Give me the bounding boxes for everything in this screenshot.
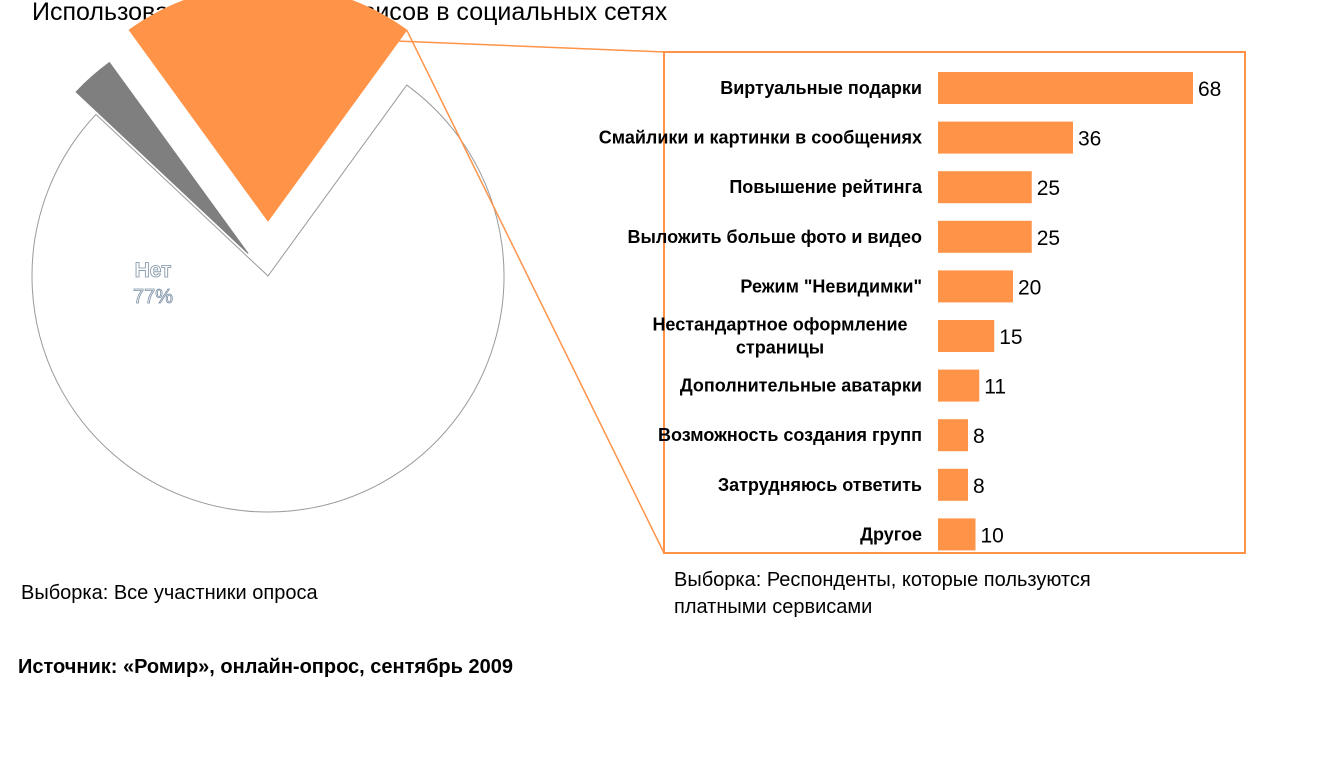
bar-category-label: Другое	[860, 524, 922, 544]
bar-value-label: 10	[981, 524, 1004, 547]
bar-category-label: страницы	[736, 338, 824, 358]
pie-slice	[128, 0, 408, 222]
bar-value-label: 15	[999, 326, 1022, 349]
bar	[938, 369, 980, 402]
bar-value-label: 20	[1018, 276, 1041, 299]
bar	[938, 320, 995, 352]
bar-chart: 68 Виртуальные подарки 36 Смайлики и картин…	[599, 72, 1221, 551]
bar-category-label: Дополнительные аватарки	[680, 376, 922, 396]
bar	[938, 72, 1193, 104]
bar-category-label: Нестандартное оформление	[652, 315, 907, 335]
pie-slice-value: 20%	[459, 303, 499, 325]
pie-slice-label: Нет	[135, 259, 172, 282]
pie-slice-value: 77%	[133, 286, 173, 308]
bar	[938, 270, 1013, 303]
callout-connector	[129, 29, 1246, 554]
bar-category-label: Повышение рейтинга	[729, 177, 923, 197]
bar-value-label: 8	[973, 475, 985, 498]
bar-value-label: 36	[1078, 128, 1101, 151]
pie-slice-value: 3%	[438, 142, 467, 164]
bar-category-label: Выложить больше фото и видео	[628, 227, 922, 247]
bar-category-label: Режим "Невидимки"	[740, 276, 922, 296]
sample-note-users-line2: платными сервисами	[674, 596, 873, 618]
sample-note-all: Выборка: Все участники опроса	[21, 582, 318, 604]
bar-category-label: Виртуальные подарки	[720, 78, 922, 98]
sample-note-users-line1: Выборка: Респонденты, которые пользуются	[674, 569, 1091, 591]
bar-category-label: Смайлики и картинки в сообщениях	[599, 128, 922, 148]
pie-slice	[75, 61, 249, 254]
bar-panel-frame	[663, 51, 1246, 554]
bar-category-label: Возможность создания групп	[658, 425, 922, 445]
bar-value-label: 25	[1037, 227, 1060, 250]
bar	[938, 220, 1032, 253]
sample-note-users: Выборка: Респонденты, которые пользуются…	[674, 567, 1091, 621]
bar-value-label: 25	[1037, 177, 1060, 200]
pie-slice	[31, 84, 505, 513]
bar	[938, 468, 968, 501]
bar-category-label: Затрудняюсь ответить	[718, 475, 922, 495]
bar	[938, 518, 976, 551]
source-note: Источник: «Ромир», онлайн-опрос, сентябр…	[18, 656, 513, 678]
bar	[938, 121, 1073, 154]
pie-slice-label: Да	[459, 267, 484, 288]
bar-value-label: 68	[1198, 78, 1221, 101]
bar	[938, 419, 968, 452]
callout-line-top	[129, 29, 665, 53]
pie-chart: Нет 77% 3% Да 20%	[31, 0, 505, 513]
bar	[938, 171, 1032, 204]
bar-value-label: 8	[973, 425, 985, 448]
callout-line-bottom	[406, 29, 665, 554]
bar-value-label: 11	[984, 376, 1006, 399]
